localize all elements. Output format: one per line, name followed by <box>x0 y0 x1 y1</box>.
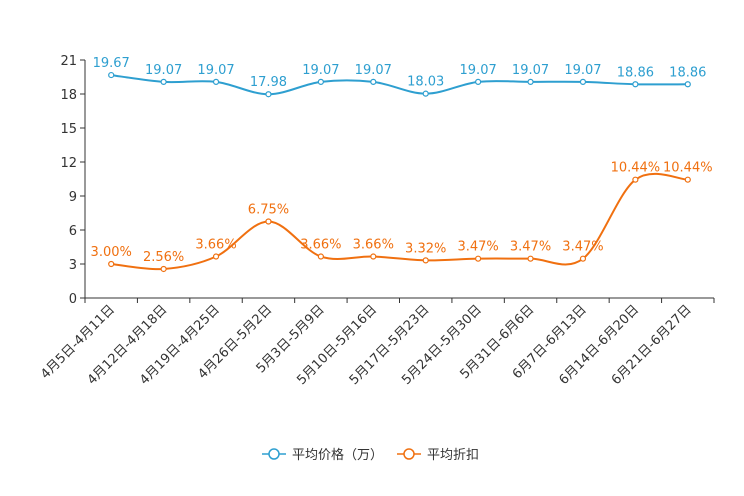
data-point <box>212 253 220 260</box>
data-label: 19.07 <box>355 63 392 78</box>
y-tick-label: 21 <box>60 54 77 69</box>
data-label: 18.86 <box>617 65 654 80</box>
data-label: 3.32% <box>405 241 446 256</box>
data-label: 3.00% <box>91 245 132 260</box>
data-point <box>370 78 377 85</box>
series-layer: 19.67 19.07 19.07 17.98 19.07 19.07 18.03 19.07… <box>91 56 713 273</box>
data-point <box>684 176 691 183</box>
data-point <box>632 81 639 88</box>
data-point <box>160 78 167 85</box>
data-point <box>527 255 534 262</box>
series-avg-discount: 3.00% 2.56% 3.66% 6.75% 3.66% 3.66% 3.32% 3.47%… <box>91 161 713 273</box>
data-label: 18.03 <box>407 75 444 90</box>
series-line <box>111 172 688 271</box>
data-label: 19.07 <box>512 63 549 78</box>
data-label: 3.66% <box>300 238 341 253</box>
data-label: 3.47% <box>510 240 551 255</box>
data-point <box>108 260 115 268</box>
data-point <box>632 176 639 183</box>
data-label: 3.66% <box>195 238 236 253</box>
data-label: 10.44% <box>663 161 713 176</box>
legend-label: 平均折扣 <box>427 448 479 463</box>
data-point <box>579 255 587 262</box>
legend-item-avg-price[interactable]: 平均价格（万） <box>262 447 383 463</box>
data-label: 19.07 <box>197 63 234 78</box>
legend[interactable]: 平均价格（万） 平均折扣 <box>262 447 479 463</box>
data-label: 19.67 <box>93 56 130 71</box>
data-point <box>212 78 220 85</box>
y-tick-label: 0 <box>69 292 77 307</box>
data-point <box>579 78 587 85</box>
data-point <box>422 257 429 264</box>
y-tick-label: 18 <box>60 88 77 103</box>
data-point <box>160 265 167 273</box>
data-point <box>475 78 482 85</box>
data-point <box>527 78 534 85</box>
series-avg-price: 19.67 19.07 19.07 17.98 19.07 19.07 18.03 19.07… <box>93 56 706 98</box>
axes: 0369121518214月5日-4月11日4月12日-4月18日4月19日-4… <box>38 54 715 388</box>
legend-item-avg-discount[interactable]: 平均折扣 <box>397 448 479 463</box>
legend-marker <box>268 448 280 460</box>
data-label: 19.07 <box>564 63 601 78</box>
y-tick-label: 6 <box>69 224 77 239</box>
data-label: 3.66% <box>353 238 394 253</box>
data-label: 19.07 <box>460 63 497 78</box>
data-label: 2.56% <box>143 250 184 265</box>
y-tick-label: 12 <box>60 156 77 171</box>
data-label: 19.07 <box>145 63 182 78</box>
data-point <box>265 91 272 98</box>
data-label: 17.98 <box>250 75 287 90</box>
data-point <box>108 71 115 79</box>
data-label: 18.86 <box>669 65 706 80</box>
data-label: 10.44% <box>611 161 661 176</box>
data-label: 6.75% <box>248 203 289 218</box>
data-point <box>475 255 482 262</box>
data-label: 3.47% <box>562 240 603 255</box>
data-point <box>265 218 272 225</box>
data-point <box>317 78 324 85</box>
data-point <box>422 90 429 97</box>
y-tick-label: 9 <box>69 190 77 205</box>
data-point <box>370 253 377 260</box>
legend-marker <box>403 448 415 460</box>
data-label: 3.47% <box>457 240 498 255</box>
data-point <box>317 253 324 260</box>
legend-label: 平均价格（万） <box>292 447 383 463</box>
series-line <box>111 74 688 96</box>
data-point <box>684 81 691 88</box>
y-tick-label: 15 <box>60 122 77 137</box>
data-label: 19.07 <box>302 63 339 78</box>
y-tick-label: 3 <box>69 258 77 273</box>
